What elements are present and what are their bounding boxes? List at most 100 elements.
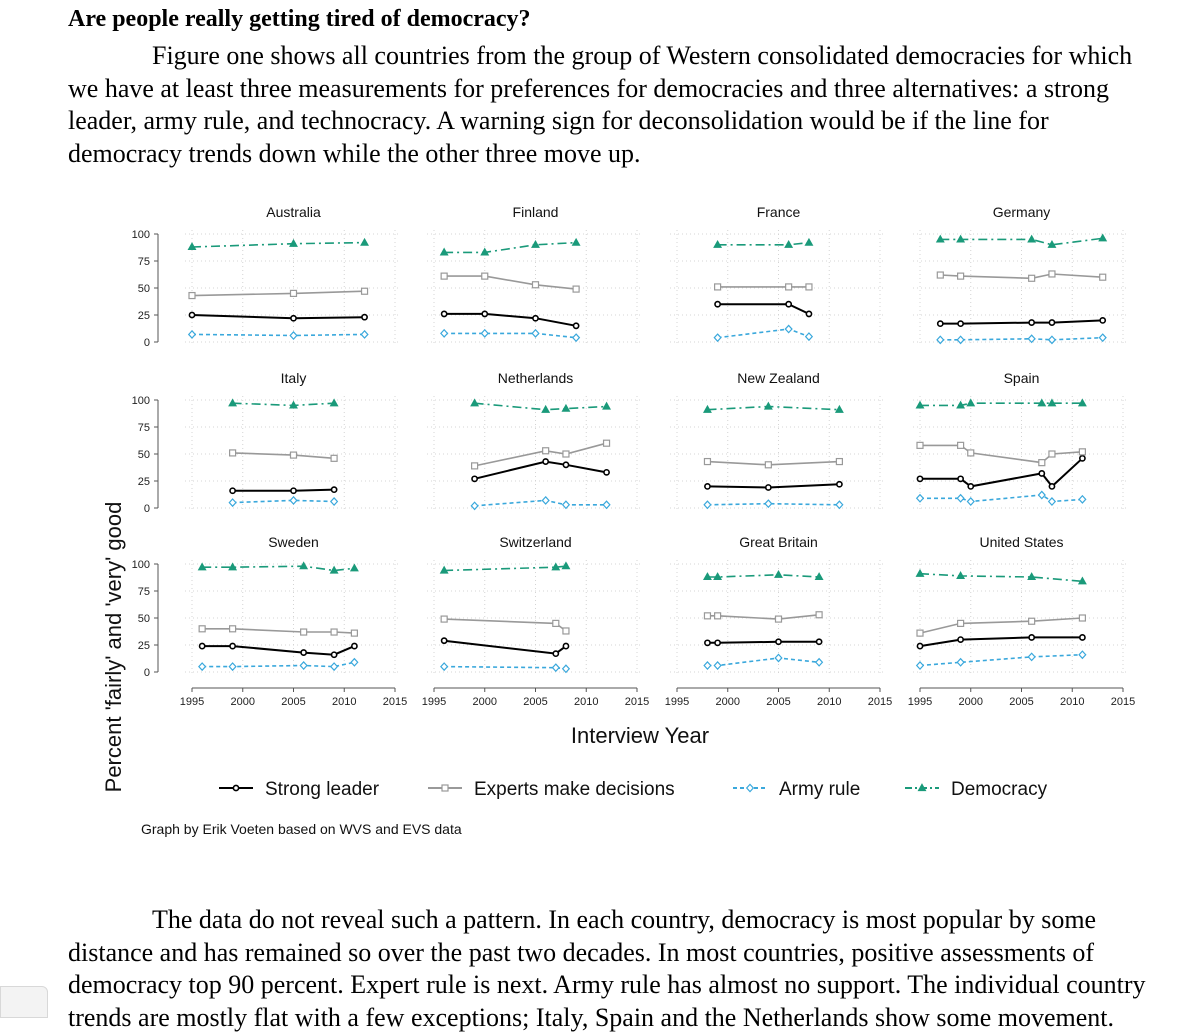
country-panel: Italy 0 25 50 75 100	[132, 370, 400, 515]
data-point	[1027, 572, 1037, 581]
data-point	[561, 561, 571, 570]
data-point	[572, 322, 580, 330]
panel-background	[670, 396, 885, 510]
data-point	[349, 563, 359, 572]
data-point	[702, 572, 712, 581]
data-point	[439, 247, 449, 256]
data-point	[957, 636, 964, 643]
series-democracy	[187, 237, 370, 251]
country-panel: Australia 0 25 50 75 100	[132, 204, 400, 349]
data-point	[350, 657, 359, 667]
panel-background	[913, 560, 1128, 674]
data-point	[300, 649, 308, 656]
x-tick-label: 2010	[332, 696, 356, 708]
x-tick-label: 2000	[959, 696, 983, 708]
data-point	[532, 314, 539, 322]
data-point	[1047, 239, 1057, 248]
data-point	[229, 642, 236, 650]
x-tick-label: 1995	[908, 696, 932, 708]
data-point	[1099, 316, 1107, 324]
panel-title: Switzerland	[499, 534, 571, 550]
data-point	[481, 272, 489, 280]
series-experts	[229, 449, 338, 462]
data-point	[956, 441, 965, 449]
data-point	[1098, 233, 1108, 242]
data-point	[350, 642, 358, 650]
data-point	[704, 639, 711, 647]
y-tick-label: 25	[138, 476, 150, 488]
data-point	[764, 484, 772, 491]
panel-title: Finland	[513, 204, 559, 220]
data-point	[1047, 335, 1057, 345]
series-army	[440, 662, 571, 674]
data-point	[956, 272, 965, 280]
scroll-handle[interactable]	[0, 986, 48, 1018]
series-line	[707, 614, 820, 620]
data-point	[330, 486, 338, 494]
y-tick-label: 50	[138, 283, 150, 295]
data-point	[603, 468, 610, 476]
series-strong	[916, 454, 1086, 490]
data-point	[480, 328, 489, 338]
series-army	[187, 329, 369, 341]
data-point	[470, 501, 479, 511]
data-point	[956, 234, 966, 243]
panel-title: Italy	[281, 370, 307, 386]
legend-label: Army rule	[779, 779, 860, 800]
country-panel: France	[670, 204, 885, 344]
series-experts	[916, 441, 1087, 467]
data-point	[440, 637, 448, 645]
data-point	[470, 398, 480, 407]
series-strong	[471, 458, 610, 483]
data-point	[1027, 234, 1037, 243]
series-democracy	[439, 237, 581, 256]
data-point	[561, 403, 571, 412]
data-point	[1037, 490, 1046, 500]
series-army	[228, 495, 339, 508]
data-point	[531, 281, 540, 289]
data-point	[956, 400, 966, 409]
data-point	[713, 612, 722, 620]
x-axis-title: Interview Year	[571, 723, 709, 748]
y-tick-label: 100	[132, 559, 150, 571]
data-point	[198, 625, 206, 633]
data-point	[1048, 270, 1056, 278]
series-strong	[916, 634, 1086, 650]
data-point	[1037, 398, 1047, 407]
data-point	[702, 404, 712, 413]
data-point	[956, 619, 965, 627]
data-point	[805, 283, 813, 291]
series-line	[474, 499, 607, 507]
data-point	[814, 572, 824, 581]
series-democracy	[915, 568, 1087, 585]
panel-background	[427, 560, 642, 674]
data-point	[915, 493, 925, 503]
data-point	[602, 401, 612, 410]
data-point	[198, 662, 207, 672]
data-point	[289, 238, 298, 247]
panel-title: France	[757, 204, 801, 220]
data-point	[571, 237, 581, 246]
data-point	[785, 300, 793, 308]
data-point	[531, 239, 540, 248]
x-tick-label: 2005	[523, 696, 547, 708]
panel-background	[185, 230, 400, 344]
data-point	[440, 310, 448, 318]
data-point	[471, 462, 479, 470]
data-point	[1028, 319, 1036, 326]
data-point	[916, 441, 924, 449]
series-line	[920, 402, 1083, 407]
legend-item-army: Army rule	[733, 779, 860, 800]
data-point	[1077, 398, 1087, 407]
series-strong	[440, 637, 570, 658]
y-tick-label: 50	[138, 449, 150, 461]
x-tick-label: 2015	[383, 696, 407, 708]
data-point	[956, 571, 966, 579]
data-point	[440, 615, 448, 623]
data-point	[936, 320, 944, 328]
data-point	[804, 332, 814, 342]
series-line	[919, 636, 1083, 648]
x-tick-label: 2000	[231, 696, 255, 708]
series-experts	[916, 614, 1087, 637]
data-point	[1048, 319, 1056, 326]
